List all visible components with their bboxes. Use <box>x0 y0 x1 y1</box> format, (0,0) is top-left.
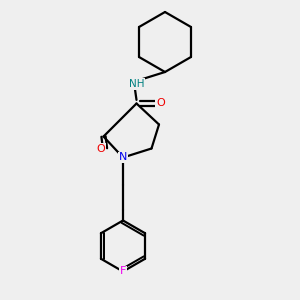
Text: O: O <box>96 143 105 154</box>
Text: N: N <box>119 152 127 163</box>
Text: NH: NH <box>129 79 144 89</box>
Text: F: F <box>120 266 126 277</box>
Text: O: O <box>156 98 165 109</box>
